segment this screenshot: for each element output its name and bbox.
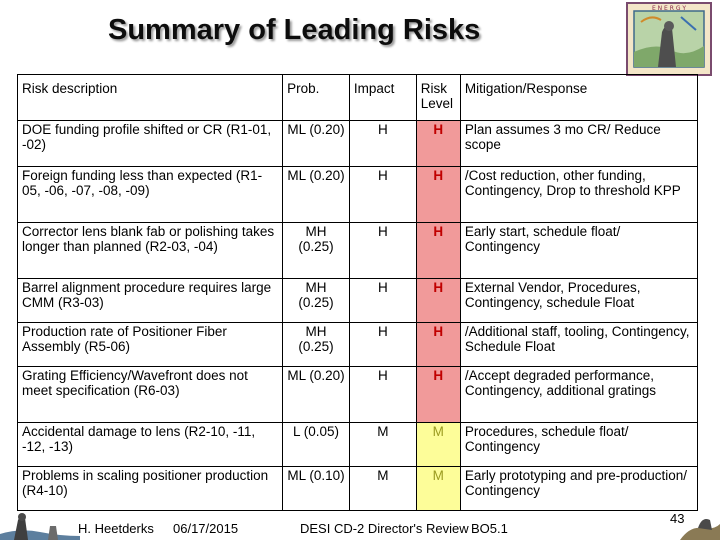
mitigation-cell: Early start, schedule float/ Contingency — [459, 222, 699, 279]
mitigation-cell: Procedures, schedule float/ Contingency — [459, 422, 699, 467]
footer-section: BO5.1 — [471, 521, 508, 536]
risk-level-cell: H — [415, 222, 461, 279]
risk-description-cell: Foreign funding less than expected (R1-0… — [16, 166, 284, 223]
risk-description-cell: Accidental damage to lens (R2-10, -11, -… — [16, 422, 284, 467]
probability-cell: ML (0.20) — [282, 120, 350, 167]
risk-description-cell: Grating Efficiency/Wavefront does not me… — [16, 366, 284, 423]
header-impact: Impact — [348, 74, 417, 121]
impact-cell: H — [348, 322, 417, 367]
risk-summary-table: Risk description Prob. Impact Risk Level… — [16, 74, 699, 511]
header-mitigation: Mitigation/Response — [459, 74, 699, 121]
page-number: 43 — [670, 511, 685, 526]
table-header-row: Risk description Prob. Impact Risk Level… — [16, 74, 699, 121]
probability-cell: ML (0.20) — [282, 366, 350, 423]
probability-cell: ML (0.10) — [282, 466, 350, 511]
mitigation-cell: Early prototyping and pre-production/ Co… — [459, 466, 699, 511]
observatory-decoration-icon — [680, 519, 720, 540]
table-row: Grating Efficiency/Wavefront does not me… — [16, 366, 699, 423]
table-row: Accidental damage to lens (R2-10, -11, -… — [16, 422, 699, 467]
table-row: Barrel alignment procedure requires larg… — [16, 278, 699, 323]
risk-level-cell: M — [415, 422, 461, 467]
risk-description-cell: Production rate of Positioner Fiber Asse… — [16, 322, 284, 367]
lab-logo-icon: E N E R G Y — [626, 2, 712, 76]
risk-description-cell: Problems in scaling positioner productio… — [16, 466, 284, 511]
table-row: Production rate of Positioner Fiber Asse… — [16, 322, 699, 367]
table-row: Foreign funding less than expected (R1-0… — [16, 166, 699, 223]
risk-level-cell: H — [415, 166, 461, 223]
table-row: DOE funding profile shifted or CR (R1-01… — [16, 120, 699, 167]
risk-description-cell: DOE funding profile shifted or CR (R1-01… — [16, 120, 284, 167]
impact-cell: H — [348, 222, 417, 279]
footer-author: H. Heetderks — [78, 521, 154, 536]
mitigation-cell: /Additional staff, tooling, Contingency,… — [459, 322, 699, 367]
impact-cell: H — [348, 278, 417, 323]
header-risk-description: Risk description — [16, 74, 284, 121]
risk-level-cell: H — [415, 120, 461, 167]
risk-level-cell: M — [415, 466, 461, 511]
risk-level-cell: H — [415, 366, 461, 423]
impact-cell: M — [348, 422, 417, 467]
probability-cell: MH (0.25) — [282, 222, 350, 279]
impact-cell: M — [348, 466, 417, 511]
mitigation-cell: /Accept degraded performance, Contingenc… — [459, 366, 699, 423]
mitigation-cell: External Vendor, Procedures, Contingency… — [459, 278, 699, 323]
svg-text:E N E R G Y: E N E R G Y — [652, 5, 686, 12]
table-row: Corrector lens blank fab or polishing ta… — [16, 222, 699, 279]
impact-cell: H — [348, 166, 417, 223]
impact-cell: H — [348, 366, 417, 423]
mitigation-cell: Plan assumes 3 mo CR/ Reduce scope — [459, 120, 699, 167]
telescope-decoration-icon — [0, 513, 80, 540]
slide-title: Summary of Leading Risks — [108, 14, 481, 46]
probability-cell: ML (0.20) — [282, 166, 350, 223]
risk-level-cell: H — [415, 322, 461, 367]
table-row: Problems in scaling positioner productio… — [16, 466, 699, 511]
probability-cell: MH (0.25) — [282, 322, 350, 367]
probability-cell: L (0.05) — [282, 422, 350, 467]
impact-cell: H — [348, 120, 417, 167]
footer-date: 06/17/2015 — [173, 521, 239, 536]
header-risk-level: Risk Level — [415, 74, 461, 121]
risk-description-cell: Barrel alignment procedure requires larg… — [16, 278, 284, 323]
footer-event: DESI CD-2 Director's Review — [300, 521, 469, 536]
mitigation-cell: /Cost reduction, other funding, Continge… — [459, 166, 699, 223]
probability-cell: MH (0.25) — [282, 278, 350, 323]
header-probability: Prob. — [282, 74, 350, 121]
risk-description-cell: Corrector lens blank fab or polishing ta… — [16, 222, 284, 279]
risk-level-cell: H — [415, 278, 461, 323]
